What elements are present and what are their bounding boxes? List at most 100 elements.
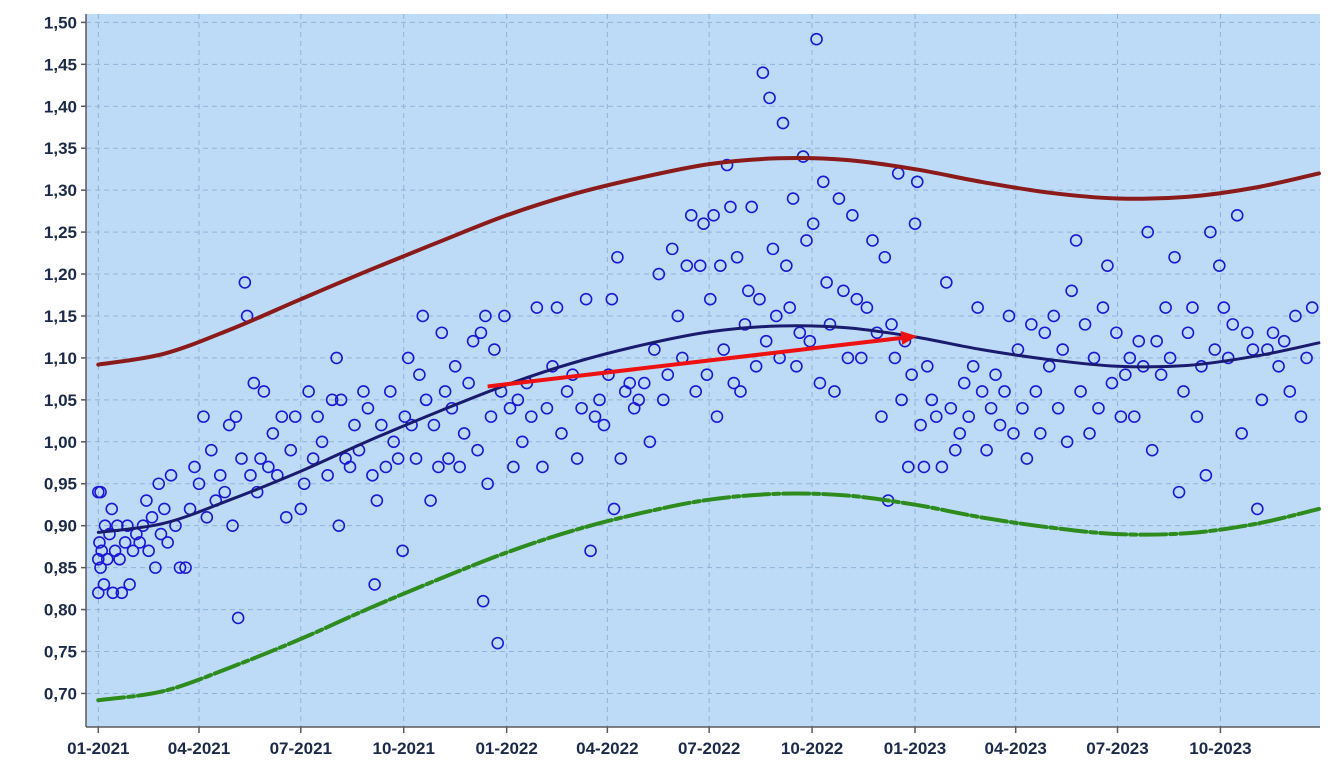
data-point bbox=[793, 326, 807, 340]
data-point bbox=[361, 401, 375, 415]
data-point bbox=[488, 343, 501, 356]
data-point bbox=[1092, 401, 1105, 415]
y-tick-label: 1,15 bbox=[44, 307, 77, 326]
data-point bbox=[570, 452, 584, 465]
data-point bbox=[1007, 427, 1020, 440]
data-point bbox=[611, 250, 624, 264]
data-point bbox=[940, 276, 953, 289]
data-point bbox=[1305, 301, 1319, 314]
data-point bbox=[1230, 209, 1244, 222]
data-point bbox=[684, 209, 698, 222]
data-point bbox=[1251, 502, 1264, 516]
data-point bbox=[925, 393, 939, 407]
data-point bbox=[697, 217, 710, 231]
data-point bbox=[142, 544, 155, 558]
data-point bbox=[1069, 234, 1083, 247]
data-point bbox=[1065, 284, 1078, 298]
data-point bbox=[484, 410, 498, 423]
data-point bbox=[1078, 318, 1092, 331]
data-point bbox=[878, 250, 892, 264]
data-point bbox=[671, 309, 685, 323]
data-point bbox=[213, 469, 227, 482]
data-point bbox=[738, 318, 752, 331]
data-point bbox=[126, 544, 140, 558]
data-point bbox=[693, 259, 707, 272]
data-point bbox=[97, 578, 111, 591]
data-point bbox=[749, 360, 763, 373]
data-point bbox=[584, 544, 597, 558]
data-point bbox=[457, 427, 471, 440]
data-point bbox=[121, 519, 134, 532]
data-point bbox=[92, 552, 105, 566]
data-point bbox=[1255, 393, 1269, 407]
data-point bbox=[231, 611, 245, 625]
data-point bbox=[841, 351, 855, 365]
data-point bbox=[823, 318, 837, 331]
y-tick-label: 0,70 bbox=[44, 684, 77, 703]
data-point bbox=[944, 401, 958, 415]
data-point bbox=[1300, 351, 1313, 365]
data-point bbox=[813, 376, 827, 390]
data-point bbox=[1235, 427, 1248, 440]
data-point bbox=[1246, 343, 1260, 356]
data-point bbox=[727, 376, 741, 390]
data-point bbox=[707, 209, 720, 222]
data-point bbox=[334, 393, 348, 407]
data-point bbox=[656, 393, 670, 407]
data-point bbox=[1199, 469, 1213, 482]
data-point bbox=[200, 510, 214, 524]
data-point bbox=[1119, 368, 1132, 381]
data-point bbox=[279, 510, 293, 524]
data-point bbox=[197, 410, 210, 423]
data-point bbox=[855, 351, 868, 365]
data-point bbox=[105, 502, 119, 516]
data-point bbox=[152, 477, 166, 491]
data-point bbox=[149, 561, 162, 574]
data-point bbox=[93, 536, 106, 549]
data-point bbox=[980, 443, 993, 457]
data-point bbox=[173, 561, 187, 574]
data-point bbox=[745, 200, 758, 214]
x-tick-label: 04-2022 bbox=[576, 739, 638, 758]
data-point bbox=[297, 477, 311, 491]
data-point bbox=[226, 519, 239, 532]
y-tick-label: 1,35 bbox=[44, 139, 77, 158]
data-point bbox=[714, 259, 727, 272]
data-point bbox=[816, 175, 830, 189]
data-point bbox=[262, 460, 275, 474]
data-point bbox=[409, 452, 423, 465]
y-tick-label: 1,50 bbox=[44, 13, 77, 32]
data-point bbox=[419, 393, 433, 407]
data-point bbox=[828, 385, 841, 398]
data-point bbox=[1020, 452, 1034, 465]
data-point bbox=[1056, 343, 1069, 356]
data-point bbox=[962, 410, 976, 423]
data-point bbox=[1051, 401, 1065, 415]
data-point bbox=[1123, 351, 1137, 365]
x-tick-label: 10-2023 bbox=[1189, 739, 1251, 758]
data-point bbox=[106, 586, 120, 600]
y-tick-label: 0,90 bbox=[44, 517, 77, 536]
data-point bbox=[1221, 351, 1235, 365]
data-point bbox=[637, 376, 651, 390]
x-tick-label: 01-2021 bbox=[67, 739, 129, 758]
data-point bbox=[311, 410, 324, 423]
data-point bbox=[205, 443, 218, 457]
y-tick-label: 0,80 bbox=[44, 601, 77, 620]
data-point bbox=[257, 385, 271, 398]
data-point bbox=[384, 385, 397, 398]
data-point bbox=[474, 326, 488, 340]
data-point bbox=[511, 393, 525, 407]
data-point bbox=[790, 360, 803, 373]
data-point bbox=[366, 469, 379, 482]
data-point bbox=[1141, 225, 1155, 239]
data-point bbox=[235, 452, 248, 465]
lower-band-line bbox=[96, 491, 1321, 703]
y-axis: 0,70 0,75 0,80 0,85 0,90 0,95 1,00 1,05 1,10 1,15… bbox=[44, 13, 87, 727]
data-point bbox=[115, 586, 129, 600]
data-point bbox=[375, 418, 388, 432]
data-point bbox=[222, 418, 236, 432]
data-point bbox=[370, 494, 384, 507]
data-point bbox=[895, 393, 908, 407]
data-point bbox=[769, 309, 783, 323]
